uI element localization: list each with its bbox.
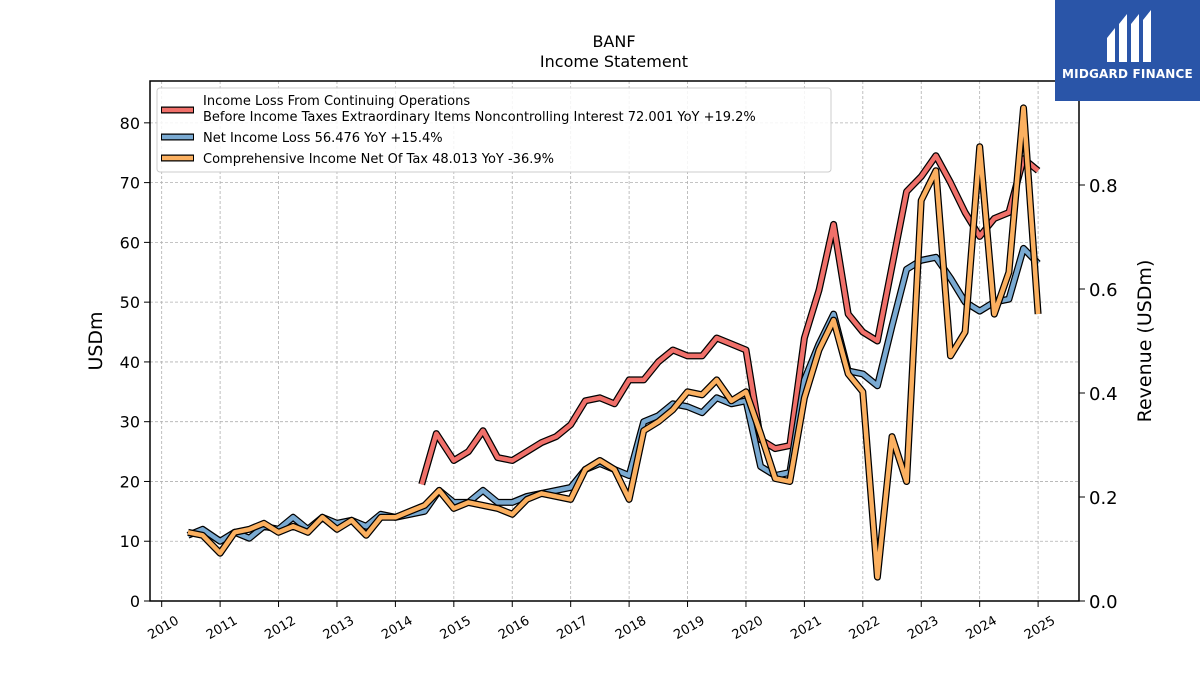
x-tick-label: 2015 xyxy=(438,613,474,643)
y-axis-left: 0 10 20 30 40 50 60 70 80 xyxy=(120,114,150,611)
y-axis-right: 0.0 0.2 0.4 0.6 0.8 xyxy=(1079,176,1118,613)
x-tick-label: 2014 xyxy=(379,613,415,643)
x-tick-label: 2013 xyxy=(321,613,357,643)
x-tick-label: 2018 xyxy=(613,613,649,643)
y2-tick-label: 0.0 xyxy=(1089,592,1118,613)
y-tick-label: 40 xyxy=(120,353,140,372)
chart-legend: Income Loss From Continuing OperationsBe… xyxy=(156,87,832,173)
series-2-line xyxy=(187,104,1042,581)
legend-label: Before Income Taxes Extraordinary Items … xyxy=(203,110,756,125)
x-tick-label: 2022 xyxy=(847,613,883,643)
y-tick-label: 30 xyxy=(120,413,140,432)
legend-box xyxy=(156,87,832,173)
y-tick-label: 50 xyxy=(120,293,140,312)
y2-tick-label: 0.4 xyxy=(1089,384,1118,405)
series-2-stroke xyxy=(187,105,1041,580)
x-tick-label: 2020 xyxy=(730,613,766,643)
plot-frame xyxy=(149,80,1080,602)
midgard-finance-logo: MIDGARD FINANCE xyxy=(1055,0,1200,101)
x-tick-label: 2010 xyxy=(146,613,182,643)
midgard-logo-icon xyxy=(1107,10,1151,62)
y-tick-label: 70 xyxy=(120,174,140,193)
x-tick-label: 2016 xyxy=(496,613,532,643)
x-tick-label: 2019 xyxy=(671,613,707,643)
y2-tick-label: 0.8 xyxy=(1089,176,1118,197)
series-0-stroke xyxy=(419,153,1040,486)
x-tick-label: 2011 xyxy=(204,613,240,643)
y-tick-label: 20 xyxy=(120,472,140,491)
series-0-line xyxy=(418,152,1041,486)
y-tick-label: 10 xyxy=(120,532,140,551)
series-2-outline xyxy=(187,104,1042,581)
x-tick-label: 2021 xyxy=(788,613,824,643)
y-tick-label: 60 xyxy=(120,233,140,252)
x-tick-label: 2024 xyxy=(964,613,1000,643)
y2-axis-label: Revenue (USDm) xyxy=(1134,260,1156,423)
x-tick-label: 2025 xyxy=(1022,613,1058,643)
y-tick-label: 80 xyxy=(120,114,140,133)
x-tick-label: 2023 xyxy=(905,613,941,643)
x-tick-label: 2012 xyxy=(262,613,298,643)
legend-label: Net Income Loss 56.476 YoY +15.4% xyxy=(203,131,443,146)
logo-text: MIDGARD FINANCE xyxy=(1062,67,1193,81)
legend-label: Income Loss From Continuing Operations xyxy=(203,94,470,109)
y-tick-label: 0 xyxy=(130,592,140,611)
x-axis: 2010 2011 2012 2013 2014 2015 2016 2017 2018 2019… xyxy=(146,601,1058,643)
y-axis-label: USDm xyxy=(85,311,107,370)
y2-tick-label: 0.6 xyxy=(1089,280,1118,301)
x-tick-label: 2017 xyxy=(555,613,591,643)
chart-subtitle: Income Statement xyxy=(540,52,688,71)
y2-tick-label: 0.2 xyxy=(1089,488,1118,509)
series-lines xyxy=(186,104,1042,581)
legend-label: Comprehensive Income Net Of Tax 48.013 Y… xyxy=(203,152,554,167)
chart-title: BANF xyxy=(592,32,635,51)
